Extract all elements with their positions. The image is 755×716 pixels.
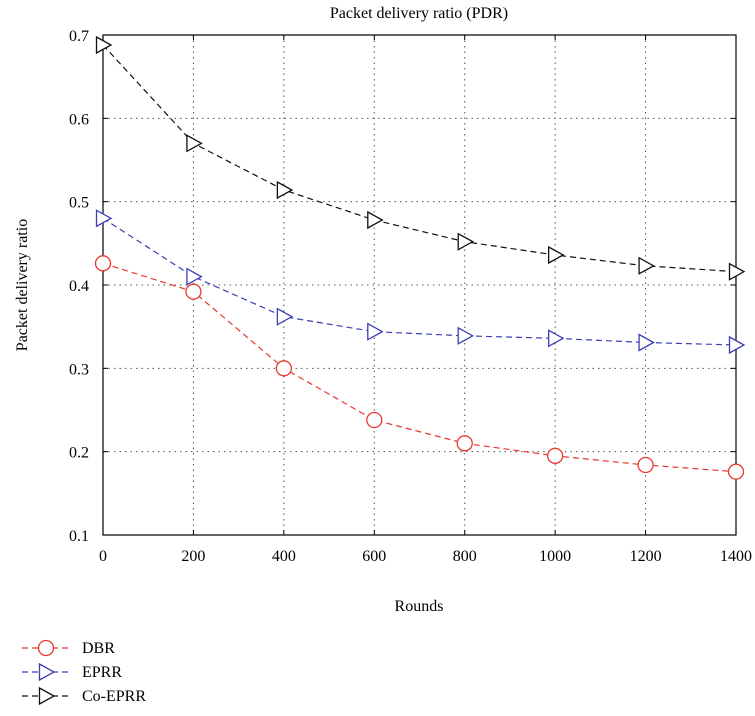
data-point-eprr	[186, 267, 203, 286]
data-point-co-eprr	[547, 245, 565, 265]
legend-label-dbr: DBR	[82, 640, 115, 657]
x-axis-label: Rounds	[395, 598, 444, 615]
legend-item-co-eprr: Co-EPRR	[22, 686, 146, 706]
series-layer	[94, 35, 746, 480]
chart-title: Packet delivery ratio (PDR)	[330, 5, 508, 22]
legend-marker-eprr	[38, 662, 56, 682]
legend: DBR EPRR Co-EPRR	[22, 639, 146, 706]
x-tick-label: 1200	[630, 548, 662, 565]
data-point-dbr	[727, 463, 745, 480]
data-point-dbr	[456, 435, 473, 452]
data-point-dbr	[637, 456, 654, 474]
data-point-co-eprr	[186, 134, 203, 153]
data-point-co-eprr	[728, 262, 746, 281]
data-point-co-eprr	[276, 180, 294, 200]
x-tick-label: 1400	[720, 548, 752, 565]
legend-item-eprr: EPRR	[22, 662, 122, 682]
data-point-co-eprr	[95, 35, 113, 55]
data-point-eprr	[276, 307, 294, 326]
y-tick-label: 0.7	[69, 28, 89, 45]
x-tick-label: 0	[99, 548, 107, 565]
series-line-eprr	[102, 217, 737, 346]
legend-marker-co-eprr	[38, 686, 56, 706]
legend-label-eprr: EPRR	[82, 664, 122, 681]
y-tick-label: 0.3	[69, 361, 89, 378]
data-point-eprr	[457, 326, 475, 345]
data-point-co-eprr	[638, 256, 655, 275]
data-point-dbr	[185, 283, 202, 300]
x-tick-label: 200	[181, 548, 205, 565]
y-axis-label: Packet delivery ratio	[14, 219, 31, 351]
data-point-eprr	[728, 335, 746, 355]
y-tick-label: 0.1	[69, 528, 89, 545]
data-point-dbr	[94, 255, 112, 272]
x-tick-label: 1000	[539, 548, 571, 565]
x-tick-label: 400	[272, 548, 296, 565]
series-line-co-eprr	[102, 44, 737, 273]
grid-lines	[103, 35, 736, 535]
x-tick-label: 600	[362, 548, 386, 565]
data-point-eprr	[547, 329, 565, 348]
series-dbr	[94, 255, 745, 480]
series-co-eprr	[95, 35, 746, 281]
data-point-eprr	[367, 322, 384, 341]
legend-item-dbr: DBR	[22, 639, 115, 657]
data-point-dbr	[546, 447, 564, 464]
data-point-co-eprr	[367, 210, 384, 230]
y-tick-label: 0.4	[69, 278, 89, 295]
y-tick-label: 0.2	[69, 445, 89, 462]
data-point-eprr	[638, 333, 655, 352]
y-tick-label: 0.6	[69, 111, 89, 128]
axis-ticks: 0 200 400 600 800 1000 1200 1400 0.1 0.2 0.3 0.4 0.5…	[69, 28, 752, 565]
data-point-eprr	[95, 209, 113, 228]
series-line-dbr	[102, 262, 737, 473]
y-tick-label: 0.5	[69, 195, 89, 212]
x-tick-label: 800	[453, 548, 477, 565]
data-point-co-eprr	[457, 232, 475, 251]
data-point-dbr	[366, 411, 383, 429]
data-point-dbr	[275, 360, 293, 377]
legend-label-co-eprr: Co-EPRR	[82, 688, 146, 705]
legend-marker-dbr	[37, 639, 55, 657]
series-eprr	[95, 209, 746, 355]
